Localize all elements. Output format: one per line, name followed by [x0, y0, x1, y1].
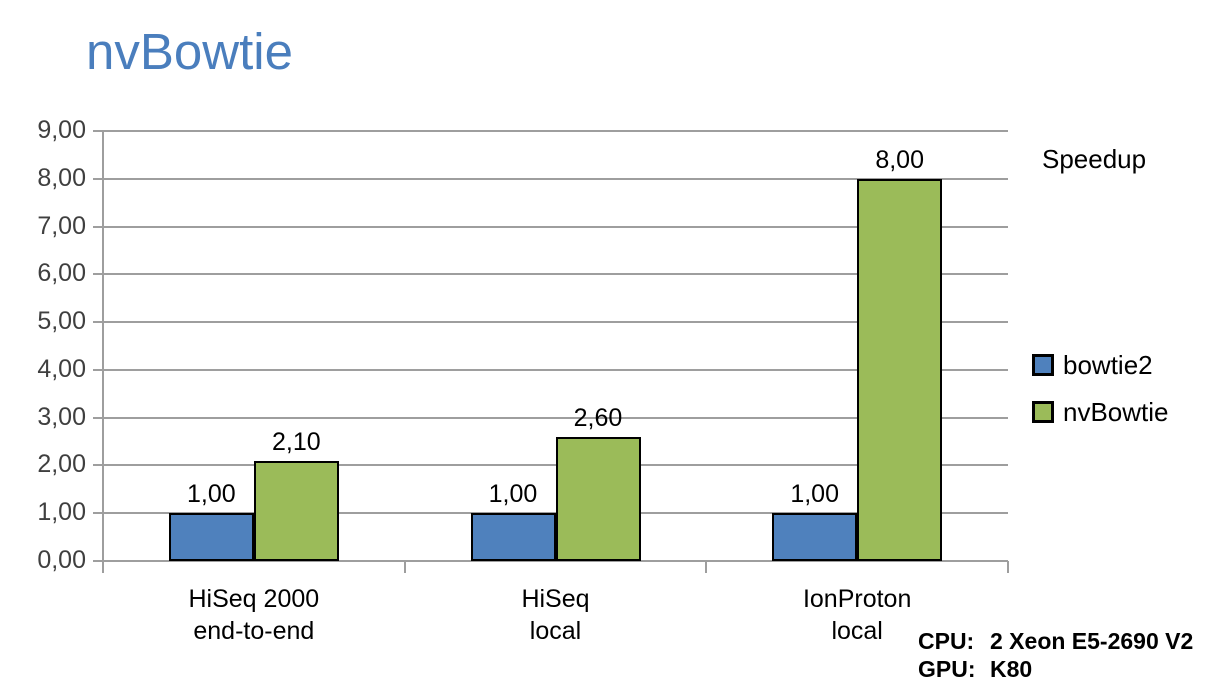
legend-swatch-bowtie2: [1032, 354, 1054, 376]
y-axis-tick: [93, 560, 103, 562]
gridline: [103, 321, 1008, 324]
y-axis-tick-label: 6,00: [37, 259, 86, 288]
y-axis-tick-label: 8,00: [37, 163, 86, 192]
x-axis-category-label: IonProton local: [802, 585, 912, 645]
system-info: CPU: 2 Xeon E5-2690 V2 GPU: K80: [918, 627, 1193, 683]
legend-swatch-nvBowtie: [1032, 401, 1054, 423]
bar-value-label: 1,00: [790, 480, 839, 509]
bar-value-label: 1,00: [488, 480, 538, 509]
y-axis-tick: [93, 368, 103, 371]
bar-value-label: 2,60: [573, 403, 623, 432]
gridline: [103, 416, 1008, 419]
bar-bowtie2: [772, 513, 858, 561]
y-axis-line: [102, 131, 104, 561]
y-axis-tick: [93, 416, 103, 419]
bar-value-label: 1,00: [186, 480, 236, 509]
cpu-value: 2 Xeon E5-2690 V2: [990, 628, 1194, 654]
cpu-label: CPU:: [918, 628, 975, 654]
y-axis-tick: [93, 464, 103, 467]
y-axis-tick-label: 3,00: [37, 402, 86, 431]
bar-bowtie2: [470, 513, 556, 561]
gpu-info-row: GPU: K80: [918, 655, 1193, 683]
gpu-value: K80: [990, 656, 1033, 682]
y-axis-tick-label: 5,00: [37, 307, 86, 336]
gridline: [103, 225, 1008, 228]
y-axis-tick: [93, 225, 103, 228]
y-axis-tick: [93, 321, 103, 324]
bar-nvBowtie: [555, 436, 641, 561]
y-axis-tick-label: 1,00: [37, 498, 86, 527]
bar-value-label: 8,00: [875, 145, 924, 174]
y-axis-tick-label: 4,00: [37, 354, 86, 383]
x-axis-tick: [102, 561, 104, 573]
gridline: [103, 368, 1008, 371]
gpu-label: GPU:: [918, 656, 976, 682]
cpu-info-row: CPU: 2 Xeon E5-2690 V2: [918, 627, 1193, 655]
legend-item: bowtie2: [1032, 350, 1169, 380]
chart-legend: bowtie2 nvBowtie: [1032, 350, 1169, 427]
bar-value-label: 2,10: [271, 427, 321, 456]
gridline: [103, 177, 1008, 180]
y-axis-tick: [93, 130, 103, 132]
bar-nvBowtie: [253, 460, 339, 561]
x-axis-tick: [705, 561, 708, 573]
y-axis-tick-label: 2,00: [37, 450, 86, 479]
legend-item: nvBowtie: [1032, 397, 1169, 427]
y-axis-tick-label: 7,00: [37, 211, 86, 240]
x-axis-category-label: HiSeq local: [521, 585, 590, 645]
gridline: [103, 560, 1008, 562]
chart-title: Speedup: [1042, 144, 1147, 174]
legend-label: nvBowtie: [1063, 397, 1169, 427]
y-axis-tick: [93, 512, 103, 515]
y-axis-tick-label: 9,00: [37, 116, 86, 144]
bar-bowtie2: [168, 513, 254, 561]
x-axis-category-label: HiSeq 2000 end-to-end: [188, 585, 320, 645]
legend-label: bowtie2: [1063, 350, 1153, 380]
gridline: [103, 130, 1008, 132]
x-axis-tick: [403, 561, 406, 573]
y-axis-tick: [93, 273, 103, 276]
page-title: nvBowtie: [86, 23, 293, 80]
y-axis-tick-label: 0,00: [37, 546, 86, 574]
bar-nvBowtie: [857, 178, 943, 561]
x-axis-tick: [1007, 561, 1009, 573]
gridline: [103, 273, 1008, 276]
y-axis-tick: [93, 177, 103, 180]
